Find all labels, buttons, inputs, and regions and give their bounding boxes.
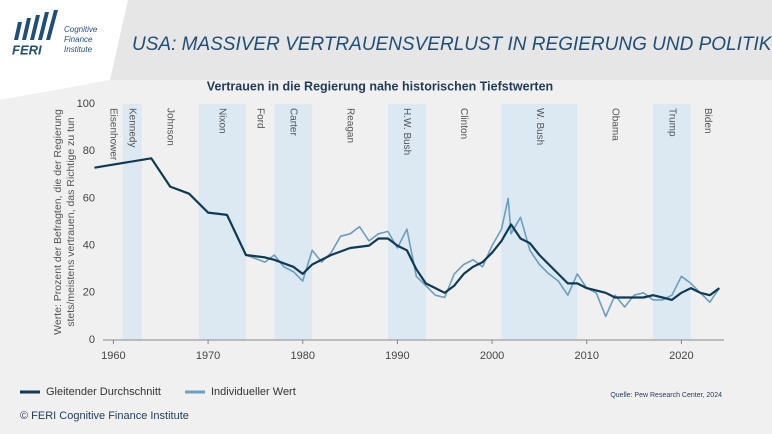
source: Quelle: Pew Research Center, 2024 bbox=[610, 392, 722, 399]
x-tick-label: 1960 bbox=[101, 350, 125, 362]
series-line bbox=[94, 157, 720, 318]
y-tick-label: 0 bbox=[89, 334, 95, 346]
legend-label: Gleitender Durchschnitt bbox=[46, 386, 161, 398]
chart-title: Vertrauen in die Regierung nahe historis… bbox=[207, 79, 553, 93]
term-band bbox=[501, 104, 578, 340]
logo-card bbox=[0, 0, 128, 100]
term-band bbox=[274, 104, 313, 340]
term-band bbox=[653, 104, 691, 340]
logo-brand: FERI bbox=[12, 42, 42, 57]
x-tick-label: 1980 bbox=[291, 350, 315, 362]
president-label: Clinton bbox=[458, 108, 469, 139]
y-axis-label: Werte: Prozent der Befragten, die der Re… bbox=[52, 109, 64, 335]
y-tick-label: 20 bbox=[83, 287, 95, 299]
term-band bbox=[198, 104, 246, 340]
series-line bbox=[94, 157, 720, 301]
x-tick-label: 2000 bbox=[480, 350, 504, 362]
logo-line: Finance bbox=[64, 35, 93, 44]
logo-line: Cognitive bbox=[64, 25, 98, 34]
x-tick-label: 1990 bbox=[385, 350, 409, 362]
y-tick-label: 80 bbox=[83, 145, 95, 157]
page-title: USA: MASSIVER VERTRAUENSVERLUST IN REGIE… bbox=[132, 34, 772, 55]
x-tick-label: 2020 bbox=[669, 350, 693, 362]
x-tick-label: 2010 bbox=[574, 350, 598, 362]
y-tick-label: 40 bbox=[83, 240, 95, 252]
president-label: H.W. Bush bbox=[401, 108, 412, 155]
president-label: Kennedy bbox=[127, 108, 138, 147]
president-label: Carter bbox=[288, 108, 299, 136]
president-label: Biden bbox=[702, 108, 713, 134]
president-label: Trump bbox=[666, 108, 677, 137]
president-label: Johnson bbox=[165, 108, 176, 146]
logo-line: Institute bbox=[64, 45, 93, 54]
x-tick-label: 1970 bbox=[196, 350, 220, 362]
y-tick-label: 100 bbox=[77, 98, 95, 110]
president-label: Ford bbox=[255, 108, 266, 129]
president-label: Eisenhower bbox=[107, 108, 118, 161]
y-axis-label: stets/meistens vertrauen, das Richtige z… bbox=[65, 117, 77, 327]
president-label: W. Bush bbox=[534, 108, 545, 145]
president-label: Reagan bbox=[344, 108, 355, 143]
president-label: Nixon bbox=[217, 108, 228, 134]
logo-mark bbox=[14, 10, 58, 40]
legend-label: Individueller Wert bbox=[211, 386, 296, 398]
term-band bbox=[387, 104, 426, 340]
president-label: Obama bbox=[609, 108, 620, 141]
y-tick-label: 60 bbox=[83, 192, 95, 204]
footer: © FERI Cognitive Finance Institute bbox=[20, 410, 189, 422]
